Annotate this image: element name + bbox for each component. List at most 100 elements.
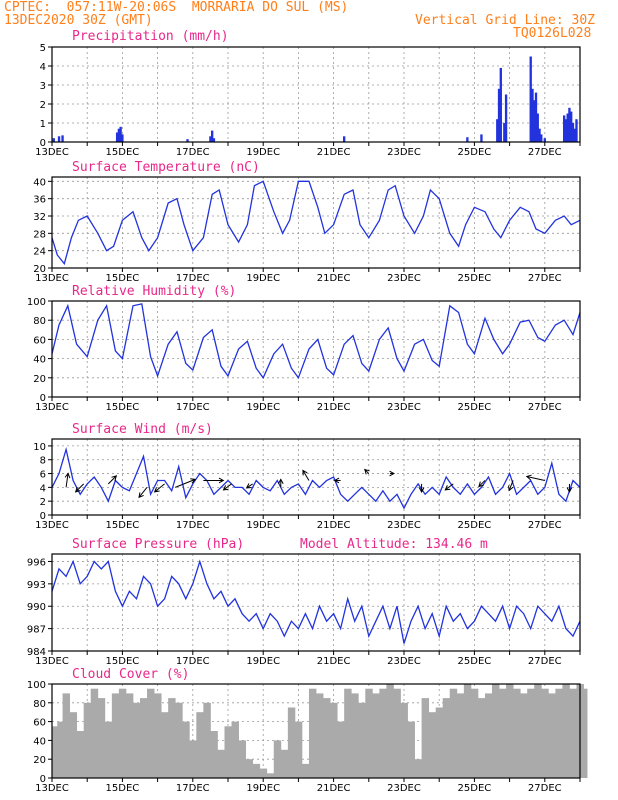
cloud-bar [337,721,345,778]
x-tick-label: 15DEC [106,783,140,794]
cloud-bar [189,740,197,778]
y-tick-label: 0 [40,393,46,404]
x-tick-label: 23DEC [387,656,421,667]
cloud-bar [372,693,380,778]
cloud-bar [358,702,366,778]
y-tick-label: 10 [33,442,46,453]
y-tick-label: 20 [33,264,46,275]
x-tick-label: 27DEC [528,273,562,284]
cloud-bar [513,688,521,778]
precip-bar [119,126,122,142]
wind-arrow-head [478,481,484,488]
cloud-bar [97,698,106,778]
panel-frame [51,176,581,269]
y-tick-label: 100 [27,680,46,691]
x-tick-label: 21DEC [317,656,351,667]
x-tick-label: 21DEC [317,783,351,794]
y-tick-label: 60 [33,335,46,346]
cloud-bar [52,726,60,778]
y-tick-label: 36 [33,195,46,206]
cloud-bar [470,688,479,778]
precip-bar [480,134,483,142]
precip-bar [531,88,534,142]
cloud-bar [407,721,415,778]
wind-arrow-head [389,470,395,477]
cloud-title: Cloud Cover (%) [72,667,189,682]
precip-bar [115,132,119,142]
panel-frame [51,438,581,516]
x-tick-label: 19DEC [246,147,280,158]
y-tick-label: 993 [27,580,46,591]
wind-arrow-head [444,485,451,491]
precip-bar [186,139,189,142]
cloud-bar [449,688,458,778]
x-tick-label: 13DEC [35,783,69,794]
y-tick-label: 8 [40,456,46,467]
x-tick-label: 13DEC [35,402,69,413]
x-tick-label: 17DEC [176,783,210,794]
wind-arrow-head [64,472,71,479]
wind-series-line [51,446,581,510]
header-left-1: CPTEC: 057:11W-20:06S MORRARIA DO SUL (M… [4,0,349,15]
cloud-bar [548,693,556,778]
x-tick-label: 27DEC [528,147,562,158]
cloud-bar [569,688,577,778]
cloud-bar [210,731,218,778]
precip-bar [534,92,538,142]
cloud-bar [365,688,373,778]
panel-frame [51,683,581,779]
temp-series-line [51,180,581,266]
cloud-bar [414,759,423,778]
x-tick-label: 19DEC [246,273,280,284]
wind-title: Surface Wind (m/s) [72,422,213,437]
panel-frame [51,300,581,398]
cloud-bar [231,721,239,778]
precip-bar [117,128,121,142]
wind-arrow-head [222,485,229,491]
cloud-bar [287,707,296,778]
y-tick-label: 40 [33,177,46,188]
x-tick-label: 23DEC [387,147,421,158]
cloud-bar [118,688,127,778]
y-tick-label: 1 [40,119,46,130]
cloud-bar [147,688,155,778]
cloud-bar [506,684,514,778]
x-tick-label: 19DEC [246,402,280,413]
cloud-bar [386,684,394,778]
rh-series-line [51,303,581,380]
wind-arrow-head [138,492,144,499]
precip-bar [529,56,532,142]
x-tick-label: 25DEC [458,656,492,667]
wind-arrow [526,475,545,481]
precip-bar [57,136,61,142]
x-tick-label: 25DEC [458,273,492,284]
cloud-bar [351,693,359,778]
precip-bar [61,135,64,142]
wind-arrow-head [525,474,532,481]
wind-arrow-head [277,478,284,484]
pres-series-line [51,559,581,644]
x-tick-label: 19DEC [246,656,280,667]
x-tick-label: 27DEC [528,520,562,531]
x-tick-label: 13DEC [35,147,69,158]
temp-title: Surface Temperature (nC) [72,160,260,175]
wind-arrow-head [418,487,425,493]
x-tick-label: 25DEC [458,520,492,531]
y-tick-label: 0 [40,511,46,522]
precip-bar [533,100,536,142]
y-tick-label: 2 [40,497,46,508]
wind-arrow [75,483,85,493]
x-tick-label: 21DEC [317,520,351,531]
wind-arrow-head [245,483,252,489]
cloud-bar [280,749,289,778]
x-tick-label: 17DEC [176,402,210,413]
y-tick-label: 4 [40,483,46,494]
wind-arrow-head [566,487,573,493]
cloud-bar [541,688,549,778]
x-tick-label: 25DEC [458,147,492,158]
precip-bar [543,138,546,142]
precip-bar [212,138,216,142]
y-tick-label: 6 [40,470,46,481]
y-tick-label: 80 [33,316,46,327]
